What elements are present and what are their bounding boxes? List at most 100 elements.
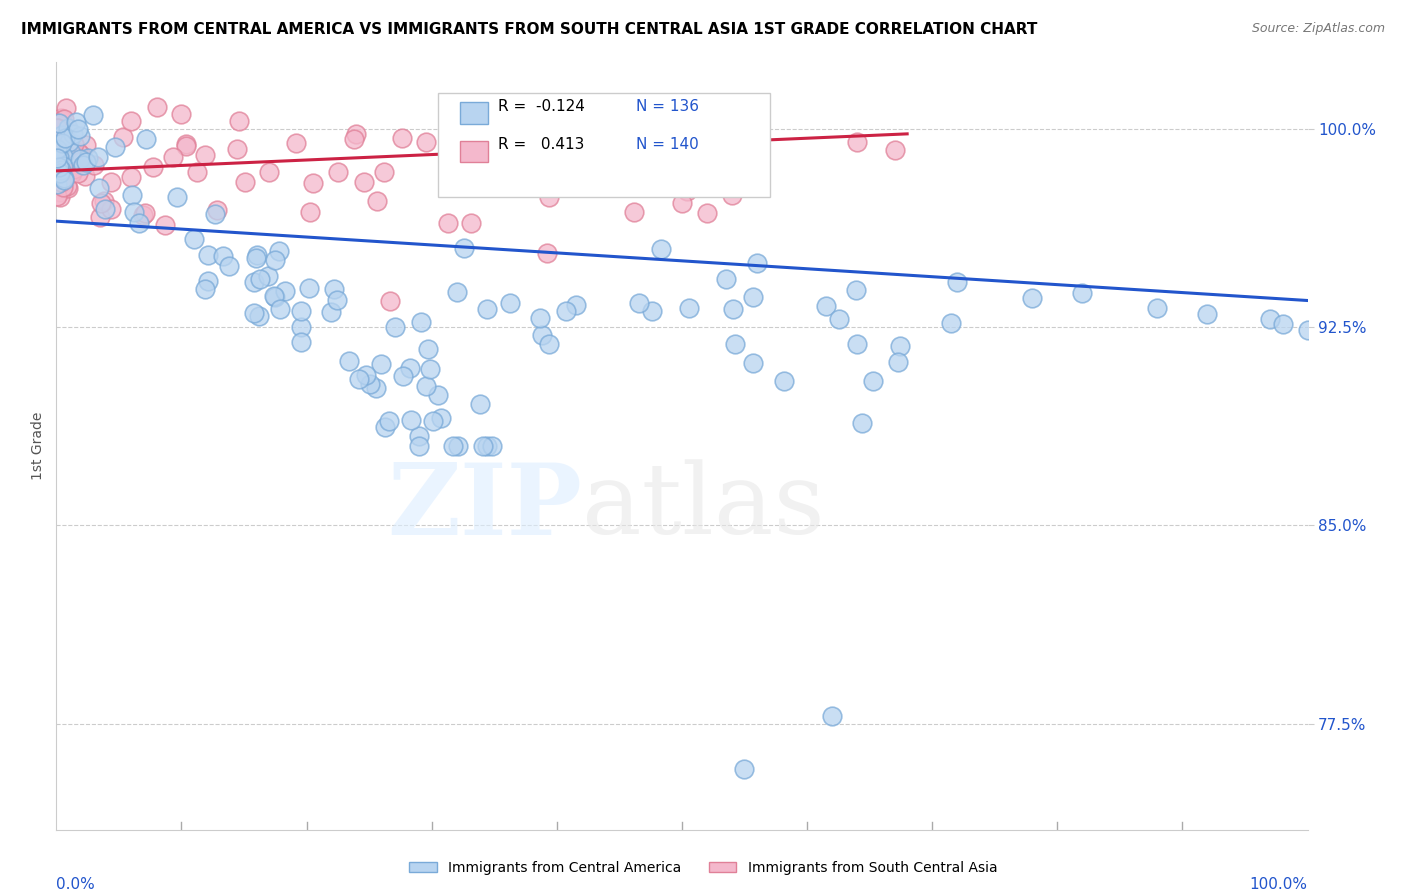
Point (716, 272, 738, 286)
Point (62, 127, 84, 141)
Point (734, 762, 756, 776)
Point (460, 216, 482, 230)
Point (246, 248, 269, 262)
Point (415, 379, 437, 393)
Point (284, 136, 307, 150)
Point (67, 121, 90, 136)
Point (66, 145, 89, 160)
Point (378, 293, 401, 308)
Point (326, 293, 349, 308)
Point (353, 175, 375, 189)
Point (536, 246, 558, 260)
Point (48, 143, 70, 157)
Text: N = 140: N = 140 (636, 137, 699, 153)
Point (69, 152, 91, 166)
Point (111, 130, 134, 145)
Text: IMMIGRANTS FROM CENTRAL AMERICA VS IMMIGRANTS FROM SOUTH CENTRAL ASIA 1ST GRADE : IMMIGRANTS FROM CENTRAL AMERICA VS IMMIG… (21, 22, 1038, 37)
Point (595, 178, 617, 193)
Point (174, 137, 197, 152)
Point (247, 309, 270, 323)
Point (46, 189, 69, 203)
Point (59, 140, 82, 154)
Point (46, 132, 69, 146)
Point (470, 397, 492, 411)
Point (67, 166, 90, 180)
Point (51, 157, 73, 171)
Point (162, 150, 184, 164)
Point (48, 190, 70, 204)
Point (120, 113, 142, 128)
Point (290, 304, 312, 318)
Point (204, 206, 226, 220)
Point (349, 372, 371, 386)
Text: 0.0%: 0.0% (56, 877, 96, 892)
Point (52, 117, 75, 131)
Point (49, 146, 72, 161)
Point (134, 205, 156, 219)
Point (87, 181, 110, 195)
Point (723, 302, 745, 317)
Point (153, 218, 176, 232)
Point (73, 169, 96, 184)
Point (472, 439, 495, 453)
Point (235, 175, 257, 189)
Point (678, 301, 700, 316)
Point (49, 112, 72, 126)
Point (60, 166, 83, 180)
Point (243, 275, 266, 289)
Point (373, 165, 395, 179)
Point (319, 305, 342, 319)
Point (94, 202, 117, 217)
Point (555, 304, 578, 318)
Point (569, 160, 592, 174)
Point (197, 274, 219, 288)
Point (551, 153, 574, 168)
Point (298, 281, 321, 295)
Point (650, 242, 672, 256)
Point (51, 113, 73, 128)
Text: ZIP: ZIP (387, 458, 582, 556)
Point (183, 232, 205, 246)
Point (588, 101, 610, 115)
Point (745, 256, 768, 270)
Point (1258, 312, 1281, 326)
Point (218, 259, 240, 273)
Point (52, 149, 75, 163)
Point (186, 165, 208, 179)
Point (301, 176, 323, 190)
Point (46, 128, 69, 143)
Point (65, 115, 87, 129)
Point (408, 439, 430, 453)
Point (121, 188, 143, 202)
Point (477, 439, 499, 453)
FancyBboxPatch shape (460, 103, 488, 124)
Point (46, 157, 69, 171)
Point (56, 181, 79, 195)
Point (356, 368, 378, 382)
Point (772, 374, 794, 388)
Point (529, 311, 551, 326)
Point (430, 410, 453, 425)
Point (75, 155, 97, 169)
Point (69, 155, 91, 169)
Point (51, 182, 73, 196)
Point (53, 112, 76, 127)
Point (537, 112, 560, 126)
Point (1197, 307, 1219, 321)
Point (337, 354, 360, 368)
Point (946, 275, 969, 289)
Point (51, 157, 73, 171)
Point (48, 161, 70, 176)
Point (374, 420, 396, 434)
Y-axis label: 1st Grade: 1st Grade (31, 412, 45, 480)
Point (76, 151, 98, 165)
Point (391, 131, 413, 145)
Point (883, 143, 905, 157)
Point (538, 189, 561, 203)
Point (87, 150, 110, 164)
Point (46, 142, 69, 156)
Point (226, 142, 249, 156)
Point (62, 161, 84, 176)
Point (83, 158, 105, 172)
Point (364, 381, 387, 395)
